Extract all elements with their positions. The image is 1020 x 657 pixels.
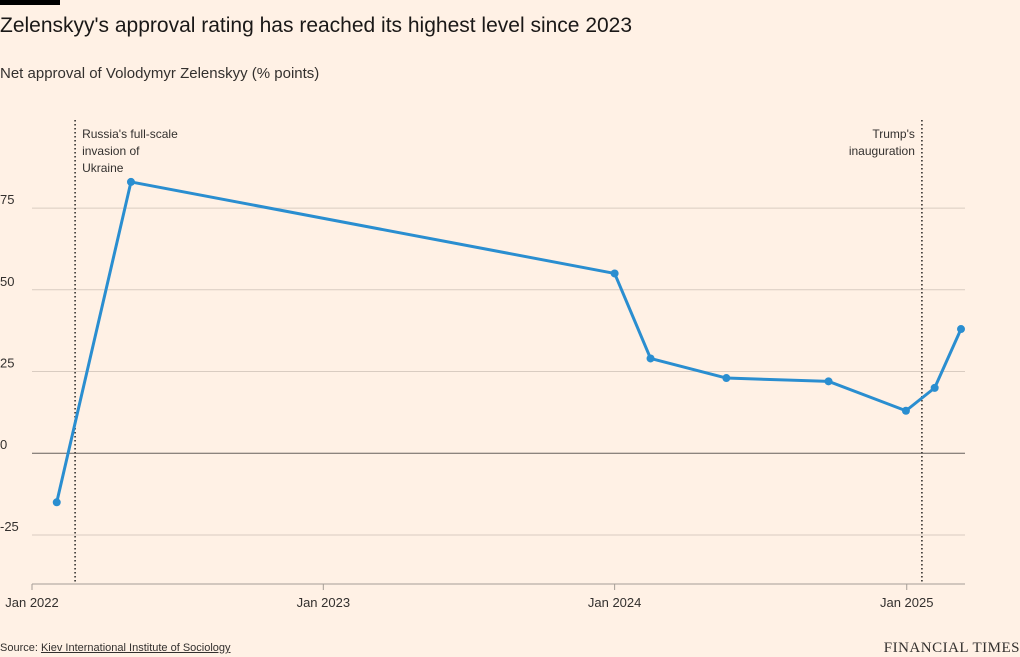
annotation-label: Ukraine — [82, 161, 124, 175]
chart-title: Zelenskyy's approval rating has reached … — [0, 14, 633, 37]
source-prefix: Source: — [0, 642, 41, 654]
annotation-label: invasion of — [82, 144, 140, 158]
y-tick-label: 0 — [0, 437, 7, 452]
y-tick-label: 75 — [0, 192, 14, 207]
ft-logo: FINANCIAL TIMES — [883, 640, 1020, 656]
x-tick-label: Jan 2022 — [5, 595, 59, 610]
data-point — [722, 374, 731, 383]
source-note: Source: Kiev International Institute of … — [0, 642, 231, 654]
y-tick-label: 25 — [0, 356, 14, 371]
source-link[interactable]: Kiev International Institute of Sociolog… — [40, 642, 231, 654]
chart-subtitle: Net approval of Volodymyr Zelenskyy (% p… — [0, 65, 320, 82]
data-point — [610, 269, 619, 278]
data-point — [930, 383, 939, 392]
annotation-label: Russia's full-scale — [82, 127, 178, 141]
x-tick-label: Jan 2024 — [588, 595, 642, 610]
data-point — [957, 325, 966, 334]
annotation-label: inauguration — [849, 144, 915, 158]
brand-top-bar — [0, 0, 60, 5]
data-point — [901, 406, 910, 415]
series-line — [55, 180, 963, 504]
data-point — [824, 377, 833, 386]
annotation-label: Trump's — [872, 127, 915, 141]
data-point — [52, 498, 61, 507]
x-tick-label: Jan 2023 — [297, 595, 351, 610]
y-tick-label: -25 — [0, 519, 19, 534]
data-point — [646, 354, 655, 363]
x-tick-label: Jan 2025 — [880, 595, 934, 610]
data-point — [126, 177, 135, 186]
y-tick-label: 50 — [0, 274, 14, 289]
